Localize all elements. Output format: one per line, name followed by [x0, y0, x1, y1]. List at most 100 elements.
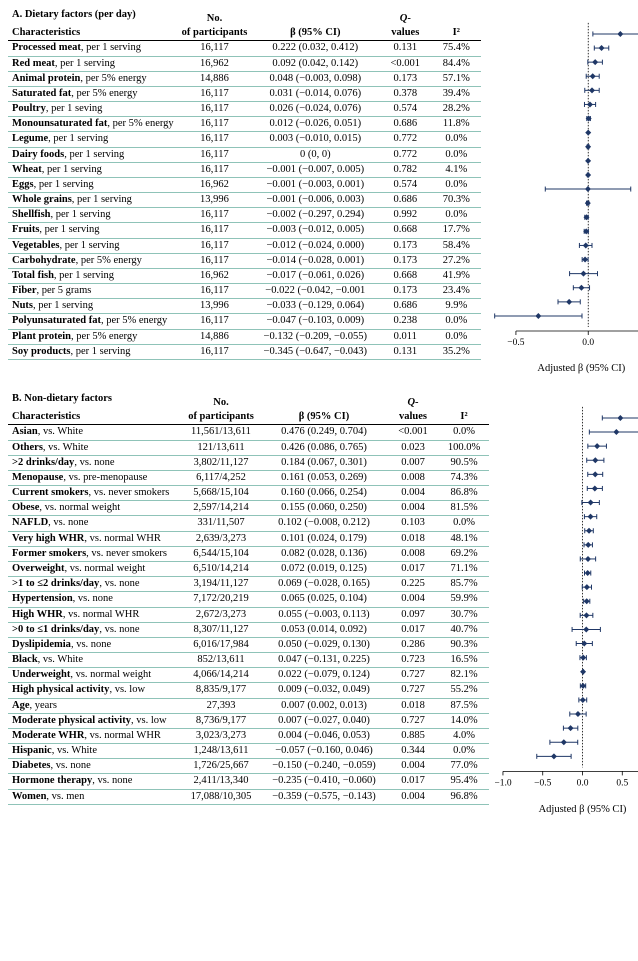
row-name: Nuts: [12, 300, 33, 311]
row-q: 0.344: [387, 744, 439, 759]
row-q: 0.004: [387, 592, 439, 607]
row-i2: 35.2%: [431, 344, 481, 359]
row-q: 0.023: [387, 440, 439, 455]
panelB-table: B. Non-dietary factors Characteristics N…: [8, 392, 489, 805]
row-unit: , years: [30, 700, 57, 711]
row-q: 0.225: [387, 577, 439, 592]
row-unit: , vs. normal WHR: [63, 609, 140, 620]
row-n: 6,016/17,984: [181, 637, 261, 652]
table-row: Legume, per 1 serving 16,117 0.003 (−0.0…: [8, 132, 481, 147]
row-n: 4,066/14,214: [181, 668, 261, 683]
row-i2: 71.1%: [439, 561, 489, 576]
row-i2: 96.8%: [439, 789, 489, 804]
row-beta: 0.102 (−0.008, 0.212): [261, 516, 387, 531]
table-row: Diabetes, vs. none 1,726/25,667 −0.150 (…: [8, 759, 489, 774]
row-i2: 90.5%: [439, 455, 489, 470]
row-n: 27,393: [181, 698, 261, 713]
table-row: Plant protein, per 5% energy 14,886 −0.1…: [8, 329, 481, 344]
row-q: <0.001: [379, 56, 431, 71]
row-i2: 40.7%: [439, 622, 489, 637]
table-row: Fiber, per 5 grams 16,117 −0.022 (−0.042…: [8, 284, 481, 299]
row-q: 0.727: [387, 713, 439, 728]
row-i2: 0.0%: [431, 208, 481, 223]
col-q: Q-values: [391, 13, 419, 38]
table-row: >1 to ≤2 drinks/day, vs. none 3,194/11,1…: [8, 577, 489, 592]
row-n: 16,117: [178, 253, 252, 268]
table-row: Others, vs. White 121/13,611 0.426 (0.08…: [8, 440, 489, 455]
panelB-forest-plot: −1.0−0.50.00.51.0: [495, 392, 638, 802]
row-name: High WHR: [12, 609, 63, 620]
row-beta: 0.003 (−0.010, 0.015): [251, 132, 379, 147]
row-beta: 0.053 (0.014, 0.092): [261, 622, 387, 637]
row-beta: −0.001 (−0.006, 0.003): [251, 193, 379, 208]
row-unit: , vs. never smokers: [86, 548, 167, 559]
row-q: 0.686: [379, 299, 431, 314]
row-i2: 58.4%: [431, 238, 481, 253]
row-q: 0.131: [379, 41, 431, 56]
table-row: Very high WHR, vs. normal WHR 2,639/3,27…: [8, 531, 489, 546]
row-name: Asian: [12, 426, 38, 437]
table-row: Asian, vs. White 11,561/13,611 0.476 (0.…: [8, 425, 489, 440]
row-unit: , vs. never smokers: [89, 487, 170, 498]
row-q: 0.173: [379, 238, 431, 253]
row-q: 0.992: [379, 208, 431, 223]
row-i2: 41.9%: [431, 268, 481, 283]
row-q: 0.131: [379, 344, 431, 359]
row-unit: , vs. normal weight: [70, 669, 151, 680]
row-n: 121/13,611: [181, 440, 261, 455]
row-unit: , per 5% energy: [76, 255, 142, 266]
row-q: 0.103: [387, 516, 439, 531]
row-unit: , vs. normal WHR: [84, 730, 161, 741]
svg-text:−1.0: −1.0: [495, 778, 512, 788]
row-q: 0.574: [379, 102, 431, 117]
row-n: 8,736/9,177: [181, 713, 261, 728]
row-n: 14,886: [178, 329, 252, 344]
row-i2: 23.4%: [431, 284, 481, 299]
row-n: 16,117: [178, 41, 252, 56]
row-name: Underweight: [12, 669, 70, 680]
row-beta: 0.031 (−0.014, 0.076): [251, 86, 379, 101]
table-row: High physical activity, vs. low 8,835/9,…: [8, 683, 489, 698]
table-row: Carbohydrate, per 5% energy 16,117 −0.01…: [8, 253, 481, 268]
row-beta: 0.007 (−0.027, 0.040): [261, 713, 387, 728]
row-i2: 4.1%: [431, 162, 481, 177]
row-name: Whole grains: [12, 194, 72, 205]
row-q: 0.004: [387, 501, 439, 516]
table-row: Hormone therapy, vs. none 2,411/13,340 −…: [8, 774, 489, 789]
table-row: Current smokers, vs. never smokers 5,668…: [8, 486, 489, 501]
row-i2: 59.9%: [439, 592, 489, 607]
row-beta: −0.047 (−0.103, 0.009): [251, 314, 379, 329]
row-beta: 0.047 (−0.131, 0.225): [261, 653, 387, 668]
row-name: Carbohydrate: [12, 255, 76, 266]
row-i2: 55.2%: [439, 683, 489, 698]
row-name: >1 to ≤2 drinks/day: [12, 578, 99, 589]
table-row: Underweight, vs. normal weight 4,066/14,…: [8, 668, 489, 683]
row-i2: 77.0%: [439, 759, 489, 774]
row-i2: 0.0%: [431, 147, 481, 162]
row-n: 6,510/14,214: [181, 561, 261, 576]
row-beta: 0.007 (0.002, 0.013): [261, 698, 387, 713]
col-i2: I²: [460, 411, 467, 422]
row-i2: 14.0%: [439, 713, 489, 728]
row-n: 1,726/25,667: [181, 759, 261, 774]
row-q: 0.772: [379, 147, 431, 162]
row-unit: , vs. none: [48, 517, 88, 528]
svg-text:−0.5: −0.5: [508, 338, 525, 348]
row-beta: −0.150 (−0.240, −0.059): [261, 759, 387, 774]
axis-label: Adjusted β (95% CI): [487, 363, 638, 374]
row-n: 14,886: [178, 71, 252, 86]
row-name: Plant protein: [12, 331, 71, 342]
table-row: Animal protein, per 5% energy 14,886 0.0…: [8, 71, 481, 86]
row-i2: 11.8%: [431, 117, 481, 132]
row-name: Black: [12, 654, 38, 665]
row-q: 0.097: [387, 607, 439, 622]
row-q: 0.668: [379, 223, 431, 238]
row-n: 16,117: [178, 344, 252, 359]
table-row: Total fish, per 1 serving 16,962 −0.017 …: [8, 268, 481, 283]
row-unit: , per 5% energy: [80, 73, 146, 84]
row-i2: 4.0%: [439, 728, 489, 743]
table-row: >0 to ≤1 drinks/day, vs. none 8,307/11,1…: [8, 622, 489, 637]
row-q: 0.727: [387, 683, 439, 698]
table-row: Shellfish, per 1 serving 16,117 −0.002 (…: [8, 208, 481, 223]
row-i2: 0.0%: [431, 177, 481, 192]
